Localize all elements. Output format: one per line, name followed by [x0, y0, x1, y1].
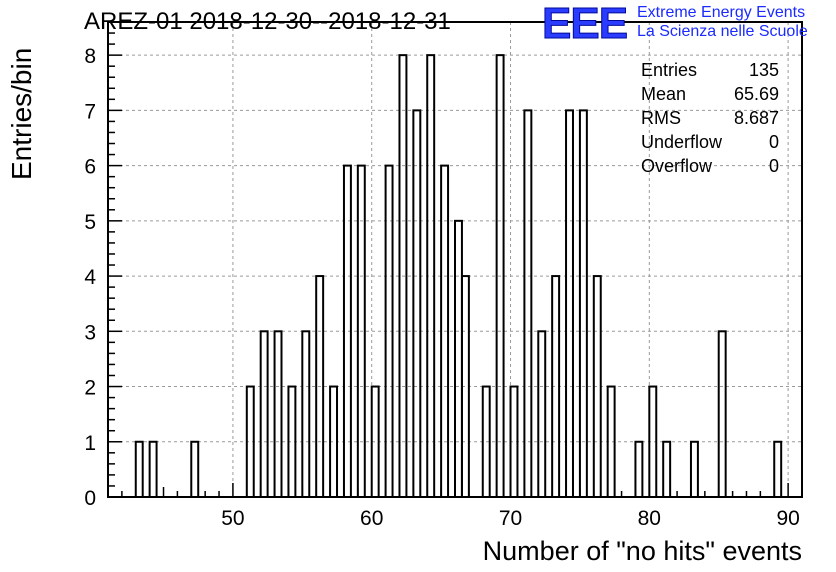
logo-caption-line2: La Scienza nelle Scuole: [637, 23, 808, 40]
histogram-bar: [537, 330, 547, 499]
y-tick-label: 2: [84, 377, 96, 400]
x-tick-label: 90: [776, 507, 799, 530]
stats-value: 65.69: [733, 84, 779, 104]
histogram-bar: [523, 109, 533, 498]
stats-key: Overflow: [641, 156, 713, 176]
y-axis-label: Entries/bin: [6, 47, 37, 180]
x-tick-label: 60: [360, 507, 383, 530]
stats-value: 0: [768, 156, 779, 176]
stats-box: Entries 135 Mean 65.69 RMS 8.687 Underfl…: [641, 60, 779, 180]
histogram-bar: [148, 440, 158, 499]
histogram-bar: [565, 109, 574, 498]
stats-value: 8.687: [733, 108, 779, 128]
histogram-bar: [273, 330, 283, 499]
y-tick-label: 3: [84, 321, 96, 344]
histogram-bar: [634, 440, 644, 499]
y-tick-label: 5: [84, 211, 96, 234]
x-tick-label: 70: [499, 507, 522, 530]
stats-row-overflow: Overflow 0: [641, 156, 779, 180]
stats-row-underflow: Underflow 0: [641, 132, 779, 156]
y-tick-label: 4: [84, 266, 96, 289]
axis-tick-labels: 50 60 70 80 90 0 1 2 3 4 5 6 7 8: [84, 45, 799, 530]
stats-row-rms: RMS 8.687: [641, 108, 779, 132]
stats-row-mean: Mean 65.69: [641, 84, 779, 108]
y-tick-label: 6: [84, 156, 96, 179]
chart-title: AREZ-01 2018-12-30--2018-12-31: [84, 8, 451, 35]
x-tick-label: 50: [221, 507, 244, 530]
histogram-bar: [454, 219, 463, 498]
histogram-bar: [662, 440, 672, 499]
logo-caption: Extreme Energy Events La Scienza nelle S…: [637, 3, 808, 41]
x-axis-label: Number of "no hits" events: [482, 536, 802, 566]
stats-row-entries: Entries 135: [641, 60, 779, 84]
stats-key: Mean: [641, 84, 687, 104]
stats-value: 0: [768, 132, 779, 152]
y-tick-label: 8: [84, 45, 96, 68]
histogram-bar: [717, 330, 727, 499]
stats-key: Underflow: [641, 132, 723, 152]
x-tick-label: 80: [638, 507, 661, 530]
axis-ticks: [107, 21, 803, 498]
histogram-bar: [190, 440, 200, 499]
eee-logo: EEE: [541, 0, 628, 48]
histogram-bar: [689, 440, 699, 499]
stats-key: Entries: [641, 60, 698, 80]
y-tick-label: 7: [84, 100, 96, 123]
histogram-bar: [259, 330, 269, 499]
y-tick-label: 1: [84, 432, 96, 455]
logo-caption-line1: Extreme Energy Events: [637, 4, 806, 21]
histogram-bar: [412, 109, 422, 498]
histogram-bar: [578, 109, 588, 498]
histogram-bar: [301, 330, 311, 499]
y-tick-label: 0: [84, 487, 96, 510]
stats-value: 135: [748, 60, 779, 80]
stats-key: RMS: [641, 108, 681, 128]
histogram-bar: [773, 440, 783, 499]
histogram-bar: [134, 440, 144, 499]
